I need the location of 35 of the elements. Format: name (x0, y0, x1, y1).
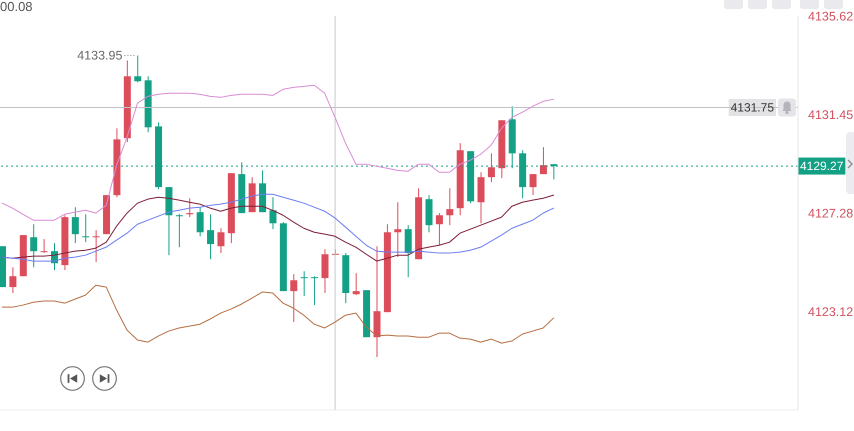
candlestick (134, 54, 142, 83)
ref-line-label: 4131.75 (730, 100, 774, 114)
candlestick (92, 230, 100, 263)
candlestick (30, 224, 38, 268)
candlestick (488, 152, 495, 183)
y-tick-label: 4123.12 (808, 304, 854, 319)
candlestick (186, 198, 194, 218)
ref-line-label: 4129.27 (800, 159, 844, 174)
candlestick (394, 202, 402, 258)
candlestick (290, 274, 298, 323)
candlestick (176, 213, 183, 248)
candlestick (446, 188, 454, 226)
candlestick (321, 248, 328, 294)
candlestick (9, 266, 16, 294)
y-tick-label: 4131.45 (808, 108, 854, 122)
text: 00.08 (0, 0, 33, 14)
candlestick (540, 146, 547, 175)
candlestick (207, 214, 214, 260)
candlestick (436, 212, 443, 246)
candlestick (404, 224, 412, 278)
candlestick (72, 206, 79, 244)
candlestick (352, 272, 360, 296)
candlestick (530, 174, 537, 196)
y-tick-label: 4135.62 (808, 9, 854, 24)
candlestick (269, 196, 276, 230)
candlestick (40, 238, 48, 254)
candlestick (196, 206, 204, 237)
annotation: 4133.95 (77, 48, 122, 62)
candlestick (300, 270, 308, 297)
y-tick-label: 4127.28 (808, 206, 854, 221)
candlestick (217, 228, 224, 254)
candlestick (82, 214, 90, 243)
line-series (2, 84, 554, 221)
candlestick (311, 276, 318, 306)
line-series (2, 284, 554, 344)
